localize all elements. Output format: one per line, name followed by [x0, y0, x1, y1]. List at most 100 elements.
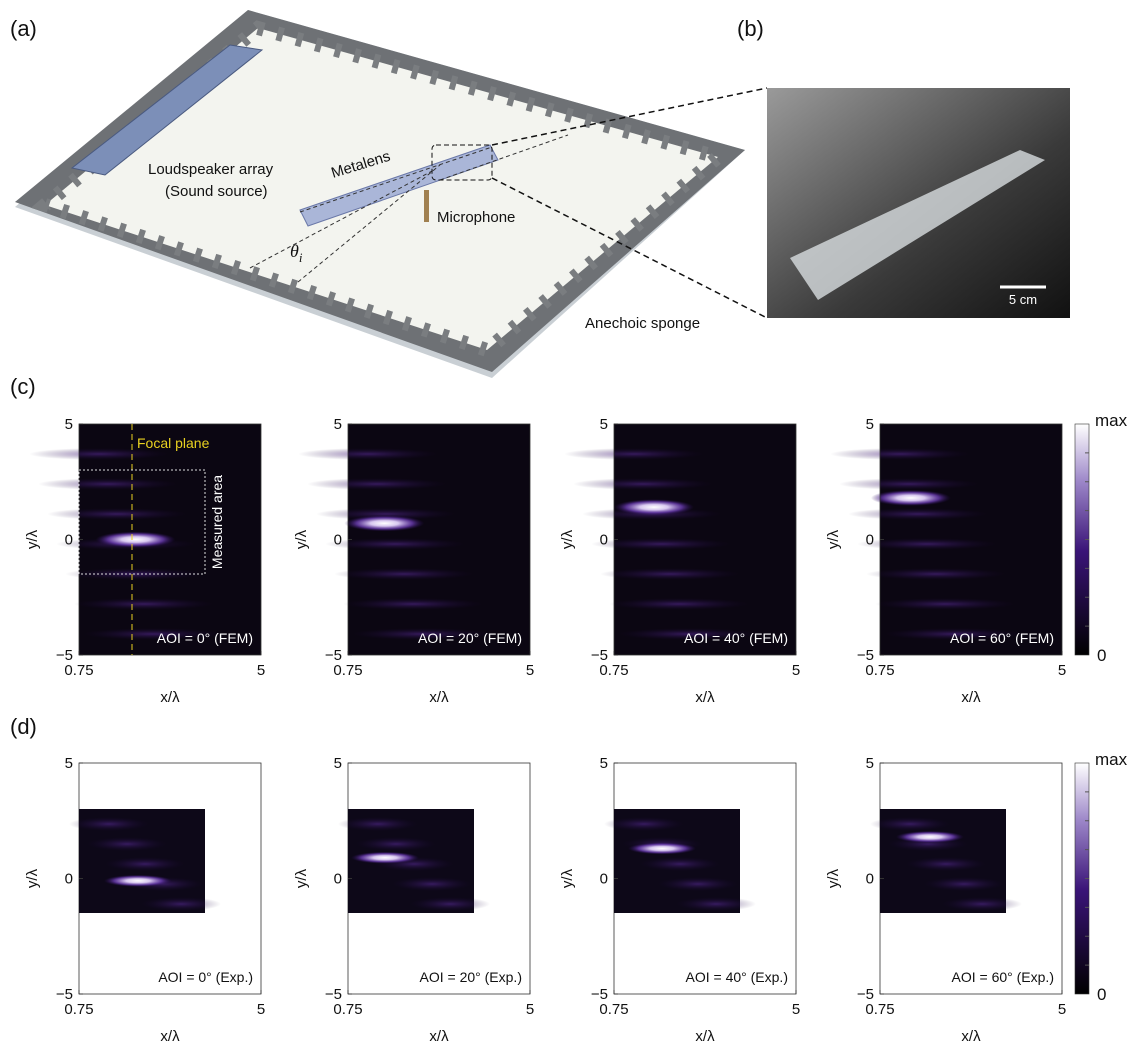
plot-annotation: AOI = 40° (FEM): [684, 630, 788, 646]
x-axis-label: x/λ: [160, 1028, 180, 1045]
annotation: Loudspeaker array: [148, 161, 274, 178]
focal-spot: [871, 490, 951, 506]
y-tick-label: 5: [866, 416, 874, 433]
colorbar-label: max: [1095, 750, 1128, 769]
field-streak: [676, 897, 756, 911]
y-axis-label: y/λ: [825, 868, 842, 888]
x-axis-label: x/λ: [429, 1028, 449, 1045]
x-tick-label: 5: [526, 1001, 534, 1018]
field-streak: [356, 837, 436, 851]
plot-annotation: AOI = 0° (FEM): [157, 630, 253, 646]
y-axis-label: y/λ: [825, 529, 842, 549]
y-tick-label: 0: [334, 871, 342, 888]
panel-label: (b): [737, 16, 764, 41]
plot-annotation: AOI = 40° (Exp.): [686, 969, 788, 985]
figure: (a) Loudspeaker array (Sound source) Met…: [0, 0, 1137, 1045]
field-streak: [38, 478, 178, 490]
colorbar-label: 0: [1097, 985, 1106, 1004]
y-axis-label: y/λ: [24, 868, 41, 888]
y-tick-label: 5: [65, 755, 73, 772]
x-tick-label: 0.75: [64, 1001, 93, 1018]
field-streak: [857, 538, 997, 550]
x-axis-label: x/λ: [429, 689, 449, 706]
field-streak: [906, 857, 986, 871]
field-streak: [600, 568, 740, 580]
field-streak: [609, 598, 749, 610]
field-streak: [392, 877, 472, 891]
field-streak: [866, 568, 1006, 580]
y-axis-label: y/λ: [24, 529, 41, 549]
field-streak: [334, 568, 474, 580]
x-axis-label: x/λ: [160, 689, 180, 706]
y-tick-label: 0: [600, 532, 608, 549]
y-axis-label: y/λ: [559, 529, 576, 549]
field-streak: [298, 448, 438, 460]
x-tick-label: 0.75: [865, 662, 894, 679]
x-tick-label: 5: [792, 1001, 800, 1018]
y-tick-label: 0: [866, 871, 874, 888]
field-streak: [830, 448, 970, 460]
x-tick-label: 0.75: [333, 662, 362, 679]
field-streak: [658, 877, 738, 891]
field-streak: [848, 508, 988, 520]
field-streak: [307, 478, 447, 490]
panel-label: (a): [10, 16, 37, 41]
x-axis-label: x/λ: [961, 689, 981, 706]
field-streak: [325, 538, 465, 550]
field-streak: [870, 817, 950, 831]
field-streak: [573, 478, 713, 490]
x-tick-label: 5: [1058, 1001, 1066, 1018]
field-streak: [591, 538, 731, 550]
plot-annotation: AOI = 20° (Exp.): [420, 969, 522, 985]
x-tick-label: 0.75: [865, 1001, 894, 1018]
annotation: Microphone: [437, 209, 515, 226]
x-tick-label: 0.75: [599, 662, 628, 679]
annotation: (Sound source): [165, 183, 268, 200]
y-axis-label: y/λ: [293, 868, 310, 888]
scale-bar-label: 5 cm: [1009, 292, 1037, 307]
angle-symbol: θ: [290, 241, 299, 261]
plot-annotation: AOI = 20° (FEM): [418, 630, 522, 646]
plot-annotation: AOI = 60° (Exp.): [952, 969, 1054, 985]
field-streak: [604, 817, 684, 831]
field-streak: [875, 598, 1015, 610]
x-tick-label: 5: [792, 662, 800, 679]
x-tick-label: 5: [526, 662, 534, 679]
field-streak: [343, 598, 483, 610]
y-axis-label: y/λ: [559, 868, 576, 888]
focal-spot: [104, 875, 172, 887]
y-tick-label: 5: [866, 755, 874, 772]
field-streak: [338, 817, 418, 831]
x-tick-label: 0.75: [599, 1001, 628, 1018]
x-tick-label: 5: [257, 1001, 265, 1018]
y-tick-label: 0: [600, 871, 608, 888]
x-tick-label: 0.75: [333, 1001, 362, 1018]
x-axis-label: x/λ: [695, 689, 715, 706]
field-streak: [47, 508, 187, 520]
focal-spot: [95, 532, 175, 548]
y-tick-label: 5: [65, 416, 73, 433]
field-streak: [839, 478, 979, 490]
field-streak: [924, 877, 1004, 891]
angle-subscript: i: [299, 250, 303, 265]
y-tick-label: 5: [334, 755, 342, 772]
annotation: Anechoic sponge: [585, 315, 700, 332]
field-streak: [69, 817, 149, 831]
x-axis-label: x/λ: [695, 1028, 715, 1045]
field-streak: [410, 897, 490, 911]
y-tick-label: 0: [65, 871, 73, 888]
y-tick-label: 5: [600, 755, 608, 772]
focal-spot: [351, 852, 419, 864]
focal-spot: [344, 515, 424, 531]
field-streak: [942, 897, 1022, 911]
x-tick-label: 5: [257, 662, 265, 679]
colorbar-label: 0: [1097, 646, 1106, 665]
measured-area-label: Measured area: [209, 475, 225, 569]
plot-annotation: AOI = 60° (FEM): [950, 630, 1054, 646]
field-streak: [640, 857, 720, 871]
y-tick-label: 0: [334, 532, 342, 549]
focal-plane-label: Focal plane: [137, 435, 210, 451]
field-streak: [87, 837, 167, 851]
y-tick-label: 0: [866, 532, 874, 549]
field-streak: [564, 448, 704, 460]
